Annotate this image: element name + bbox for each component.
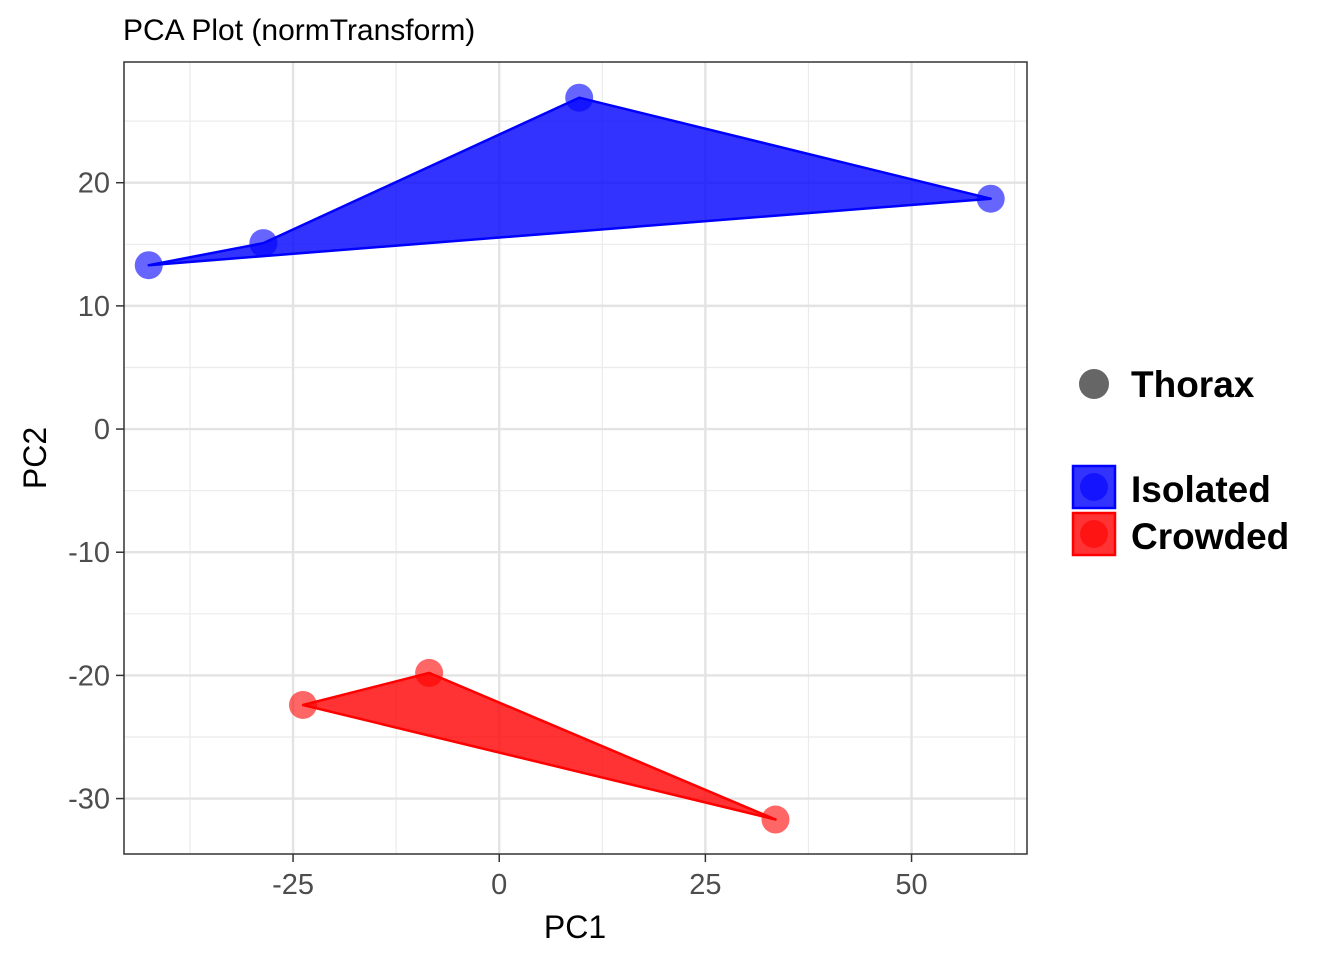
- point-isolated: [134, 251, 163, 280]
- point-crowded: [288, 690, 317, 719]
- y-tick-label: -30: [68, 784, 110, 816]
- x-tick-label: -25: [272, 869, 314, 901]
- y-tick-label: 20: [78, 168, 110, 200]
- axis-ticks: -25 0 25 50 -30 -20 -10 0 10 20: [68, 168, 928, 901]
- y-tick-label: -20: [68, 660, 110, 692]
- legend-label-crowded: Crowded: [1131, 516, 1289, 557]
- point-isolated: [976, 184, 1005, 213]
- legend-label-thorax: Thorax: [1131, 364, 1255, 405]
- y-tick-label: 10: [78, 291, 110, 323]
- x-tick-label: 50: [895, 869, 927, 901]
- point-crowded: [415, 658, 444, 687]
- legend-key-thorax: [1079, 369, 1109, 399]
- plot-panel-border: [123, 61, 1028, 855]
- point-isolated: [249, 229, 278, 258]
- chart-title: PCA Plot (normTransform): [123, 14, 475, 47]
- x-tick-label: 25: [689, 869, 721, 901]
- hull-crowded: [301, 671, 777, 821]
- legend-point-crowded: [1080, 520, 1108, 548]
- legend-label-isolated: Isolated: [1131, 469, 1271, 510]
- legend-point-isolated: [1080, 473, 1108, 501]
- data-points: [134, 83, 1005, 834]
- legend: Thorax Isolated Crowded: [1071, 364, 1289, 557]
- hull-polygons: [147, 96, 992, 821]
- point-isolated: [565, 83, 594, 112]
- y-tick-label: -10: [68, 537, 110, 569]
- point-crowded: [761, 805, 790, 834]
- y-axis-title: PC2: [17, 427, 53, 489]
- y-tick-label: 0: [94, 414, 110, 446]
- x-axis-title: PC1: [544, 909, 606, 945]
- x-tick-label: 0: [491, 869, 507, 901]
